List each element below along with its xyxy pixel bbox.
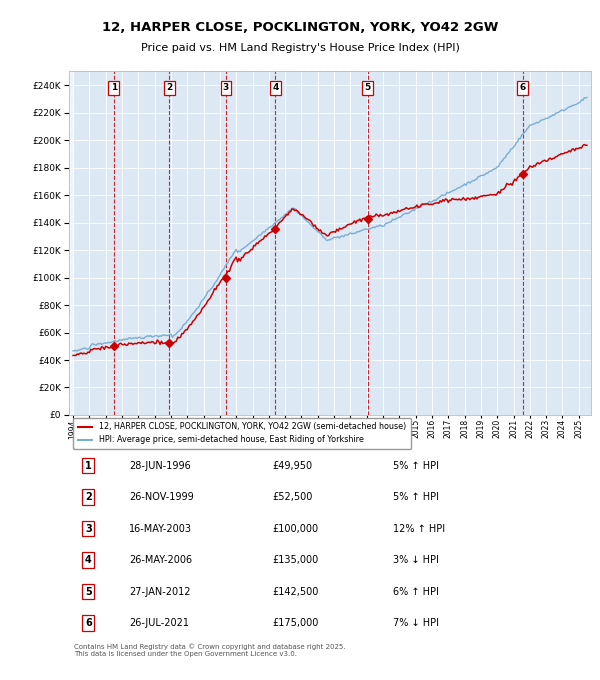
Text: 5: 5 (85, 587, 92, 596)
Text: 12, HARPER CLOSE, POCKLINGTON, YORK, YO42 2GW: 12, HARPER CLOSE, POCKLINGTON, YORK, YO4… (102, 20, 498, 34)
Text: 2: 2 (166, 84, 172, 92)
Text: 6: 6 (85, 618, 92, 628)
Text: 1: 1 (110, 84, 117, 92)
Text: £49,950: £49,950 (272, 460, 313, 471)
Text: 26-MAY-2006: 26-MAY-2006 (129, 555, 192, 565)
Text: £100,000: £100,000 (272, 524, 319, 534)
Bar (68, 71, 73, 415)
Text: Price paid vs. HM Land Registry's House Price Index (HPI): Price paid vs. HM Land Registry's House … (140, 43, 460, 52)
Text: £135,000: £135,000 (272, 555, 319, 565)
Text: 5% ↑ HPI: 5% ↑ HPI (392, 460, 439, 471)
Text: 7% ↓ HPI: 7% ↓ HPI (392, 618, 439, 628)
Text: 1: 1 (85, 460, 92, 471)
Text: 28-JUN-1996: 28-JUN-1996 (129, 460, 191, 471)
Text: 27-JAN-2012: 27-JAN-2012 (129, 587, 191, 596)
Text: 12% ↑ HPI: 12% ↑ HPI (392, 524, 445, 534)
Text: 26-JUL-2021: 26-JUL-2021 (129, 618, 189, 628)
Text: 4: 4 (272, 84, 278, 92)
Text: 3: 3 (223, 84, 229, 92)
Text: £142,500: £142,500 (272, 587, 319, 596)
Text: 4: 4 (85, 555, 92, 565)
Text: 6: 6 (520, 84, 526, 92)
Text: 5% ↑ HPI: 5% ↑ HPI (392, 492, 439, 502)
Text: 16-MAY-2003: 16-MAY-2003 (129, 524, 192, 534)
Text: 26-NOV-1999: 26-NOV-1999 (129, 492, 194, 502)
Text: 2: 2 (85, 492, 92, 502)
Text: 5: 5 (365, 84, 371, 92)
Text: Contains HM Land Registry data © Crown copyright and database right 2025.
This d: Contains HM Land Registry data © Crown c… (74, 644, 346, 658)
Legend: 12, HARPER CLOSE, POCKLINGTON, YORK, YO42 2GW (semi-detached house), HPI: Averag: 12, HARPER CLOSE, POCKLINGTON, YORK, YO4… (73, 418, 411, 449)
Text: 3% ↓ HPI: 3% ↓ HPI (392, 555, 439, 565)
Text: £175,000: £175,000 (272, 618, 319, 628)
Text: £52,500: £52,500 (272, 492, 313, 502)
Text: 3: 3 (85, 524, 92, 534)
Text: 6% ↑ HPI: 6% ↑ HPI (392, 587, 439, 596)
